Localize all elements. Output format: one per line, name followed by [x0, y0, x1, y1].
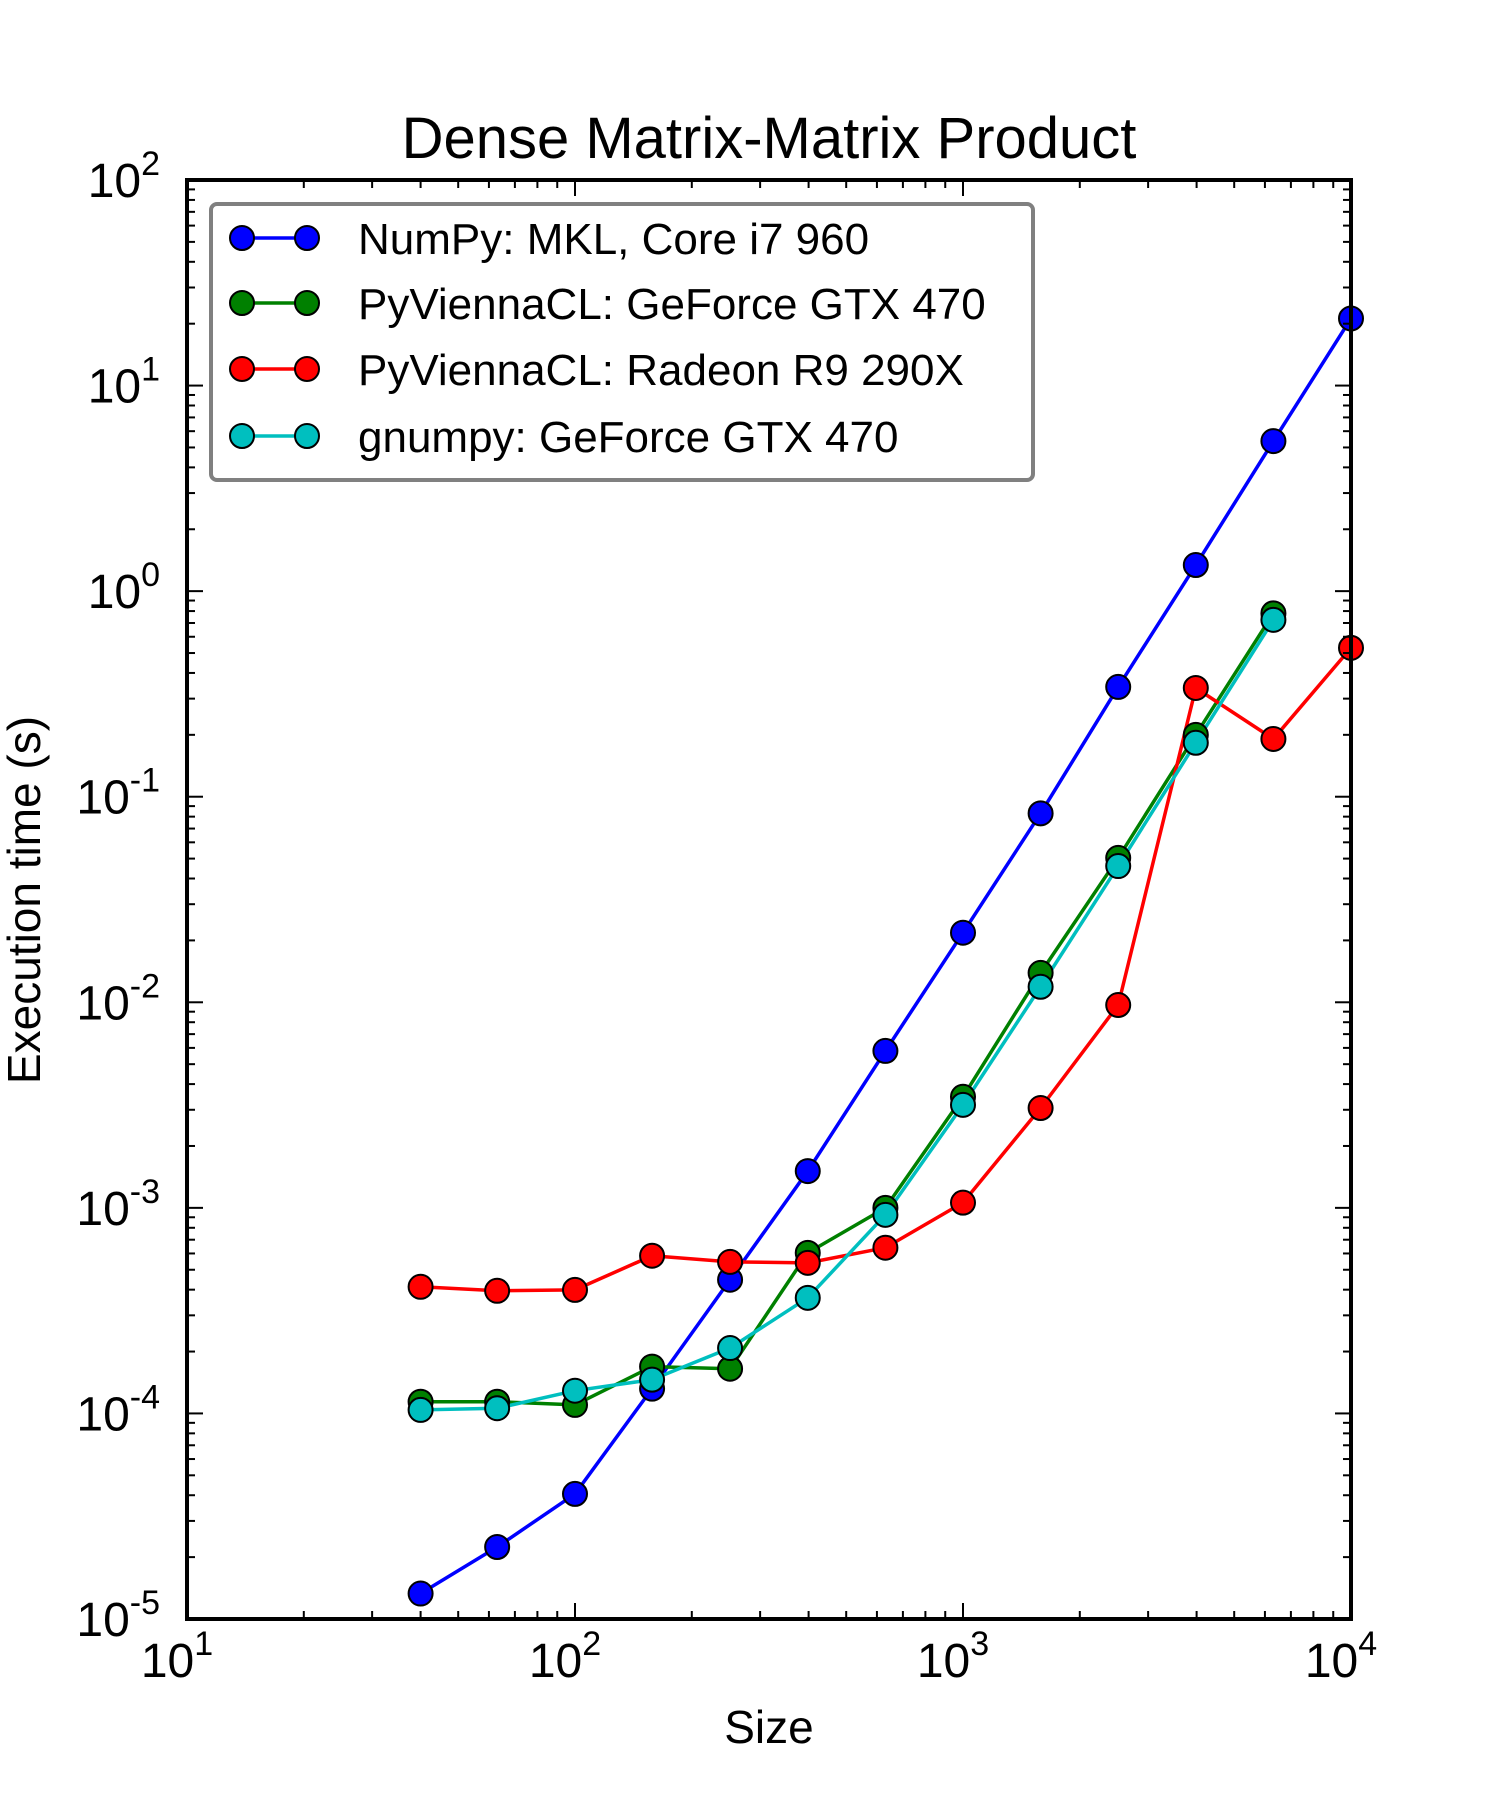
data-point — [794, 1284, 821, 1311]
x-tick-label: 101 — [141, 1625, 213, 1688]
legend-marker — [294, 225, 320, 251]
legend-marker — [294, 290, 320, 316]
data-point — [1260, 725, 1287, 752]
legend-item: PyViennaCL: GeForce GTX 470 — [229, 280, 986, 329]
legend-marker — [294, 423, 320, 449]
legend-marker — [229, 225, 255, 251]
data-point — [950, 1091, 976, 1118]
data-point — [950, 919, 976, 946]
y-tick-label: 10-1 — [76, 762, 160, 825]
legend-label: NumPy: MKL, Core i7 960 — [358, 215, 869, 264]
legend-marker — [229, 356, 255, 382]
data-point — [1182, 729, 1209, 756]
data-point — [1105, 992, 1132, 1019]
data-point — [1027, 1095, 1054, 1122]
data-point — [639, 1242, 666, 1269]
data-point — [872, 1037, 899, 1064]
legend-marker — [229, 290, 255, 316]
data-point — [872, 1201, 899, 1228]
data-point — [1027, 800, 1054, 827]
legend-label: gnumpy: GeForce GTX 470 — [358, 413, 898, 462]
series-markers-3 — [407, 606, 1287, 1423]
data-point — [1105, 853, 1132, 880]
series-line-2 — [420, 646, 1351, 1293]
data-point — [1027, 973, 1054, 1000]
data-point — [717, 1248, 744, 1275]
data-point — [484, 1533, 511, 1560]
data-point — [1105, 673, 1132, 700]
y-tick-labels: 10-5 10-4 10-3 10-2 10-1 100 101 102 — [76, 145, 160, 1647]
ticks-layer — [186, 179, 1352, 1620]
legend: NumPy: MKL, Core i7 960 PyViennaCL: GeFor… — [209, 202, 1035, 482]
data-point — [872, 1234, 899, 1261]
data-point — [717, 1335, 744, 1362]
y-tick-label: 10-3 — [76, 1173, 160, 1236]
x-tick-label: 102 — [529, 1625, 601, 1688]
x-tick-label: 103 — [917, 1625, 989, 1688]
y-tick-label: 100 — [88, 556, 160, 619]
legend-item: gnumpy: GeForce GTX 470 — [229, 413, 898, 462]
series-line-3 — [420, 618, 1275, 1412]
data-point — [794, 1249, 821, 1276]
legend-marker — [229, 423, 255, 449]
markers-layer — [407, 305, 1364, 1607]
legend-item: NumPy: MKL, Core i7 960 — [229, 215, 869, 264]
data-point — [794, 1158, 821, 1185]
legend-box — [209, 202, 1035, 482]
data-point — [562, 1377, 588, 1404]
legend-item: PyViennaCL: Radeon R9 290X — [229, 346, 964, 395]
data-point — [407, 1273, 434, 1300]
y-tick-label: 10-4 — [76, 1378, 160, 1441]
x-tick-labels: 101 102 103 104 — [141, 1625, 1377, 1688]
plot-frame — [185, 178, 1353, 1621]
data-point — [1182, 674, 1209, 701]
y-tick-label: 10-5 — [76, 1584, 160, 1647]
series-markers-1 — [407, 600, 1287, 1418]
data-point — [1182, 552, 1209, 579]
y-tick-label: 10-2 — [76, 967, 160, 1030]
data-point — [484, 1277, 511, 1304]
data-point — [407, 1580, 434, 1607]
legend-label: PyViennaCL: Radeon R9 290X — [358, 346, 964, 395]
series-line-1 — [420, 612, 1275, 1407]
series-layer — [419, 317, 1351, 1596]
legend-label: PyViennaCL: GeForce GTX 470 — [358, 280, 986, 329]
x-axis-label: Size — [724, 1701, 813, 1753]
y-tick-label: 101 — [88, 351, 160, 414]
legend-marker — [294, 356, 320, 382]
series-line-0 — [419, 317, 1351, 1596]
data-point — [562, 1480, 588, 1507]
data-point — [1260, 428, 1287, 455]
data-point — [639, 1366, 666, 1393]
data-point — [484, 1395, 511, 1422]
y-axis-label: Execution time (s) — [0, 716, 50, 1084]
data-point — [950, 1189, 976, 1216]
x-tick-label: 104 — [1305, 1625, 1377, 1688]
data-point — [562, 1276, 588, 1303]
series-markers-2 — [407, 634, 1364, 1304]
y-tick-label: 102 — [88, 145, 160, 208]
data-point — [407, 1396, 434, 1423]
data-point — [1260, 606, 1287, 633]
series-markers-0 — [407, 305, 1364, 1607]
chart-title: Dense Matrix-Matrix Product — [402, 106, 1137, 171]
